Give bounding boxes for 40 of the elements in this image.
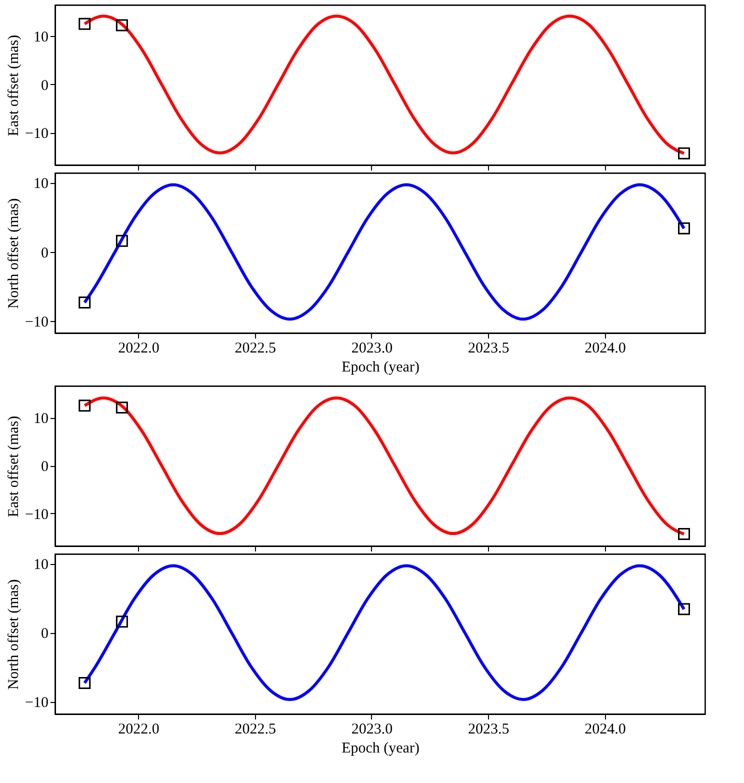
x-axis-title: Epoch (year) xyxy=(342,360,420,376)
y-tick-label: 10 xyxy=(34,29,48,46)
y-tick-label: 10 xyxy=(34,557,48,574)
x-tick-label: 2022.5 xyxy=(234,722,276,738)
x-tick-label: 2022.0 xyxy=(118,340,160,356)
y-tick-label: 0 xyxy=(41,245,48,262)
x-tick-label: 2022.5 xyxy=(234,340,276,356)
x-tick-label: 2024.0 xyxy=(584,722,626,738)
y-tick-label: 10 xyxy=(34,411,48,428)
y-tick-label: −10 xyxy=(25,314,48,331)
y-tick-label: 0 xyxy=(41,78,48,94)
x-axis-title: Epoch (year) xyxy=(342,740,420,756)
x-tick-label: 2022.0 xyxy=(118,722,160,738)
point xyxy=(678,528,690,540)
point xyxy=(116,616,128,628)
x-tick-label: 2023.0 xyxy=(351,340,393,356)
y-tick-label: 0 xyxy=(41,459,48,476)
y-axis-title: North offset (mas) xyxy=(6,198,22,309)
point xyxy=(116,234,128,247)
point xyxy=(678,147,690,160)
y-axis-title: East offset (mas) xyxy=(6,416,22,518)
y-tick-label: 10 xyxy=(34,176,48,192)
x-tick-label: 2023.5 xyxy=(468,340,510,356)
y-axis-title: North offset (mas) xyxy=(6,579,22,690)
point xyxy=(78,18,91,30)
point xyxy=(78,676,91,689)
x-tick-label: 2024.0 xyxy=(584,340,626,356)
x-tick-label: 2023.5 xyxy=(468,722,510,738)
y-tick-label: 0 xyxy=(41,626,48,642)
y-tick-label: −10 xyxy=(25,695,48,712)
y-axis-title: East offset (mas) xyxy=(6,34,22,136)
point xyxy=(78,296,91,309)
point xyxy=(116,402,128,414)
y-tick-label: −10 xyxy=(25,506,48,523)
x-tick-label: 2023.0 xyxy=(351,722,393,738)
y-tick-label: −10 xyxy=(25,126,48,142)
point xyxy=(678,222,690,234)
point xyxy=(116,19,128,32)
point xyxy=(78,400,91,412)
point xyxy=(678,603,690,616)
